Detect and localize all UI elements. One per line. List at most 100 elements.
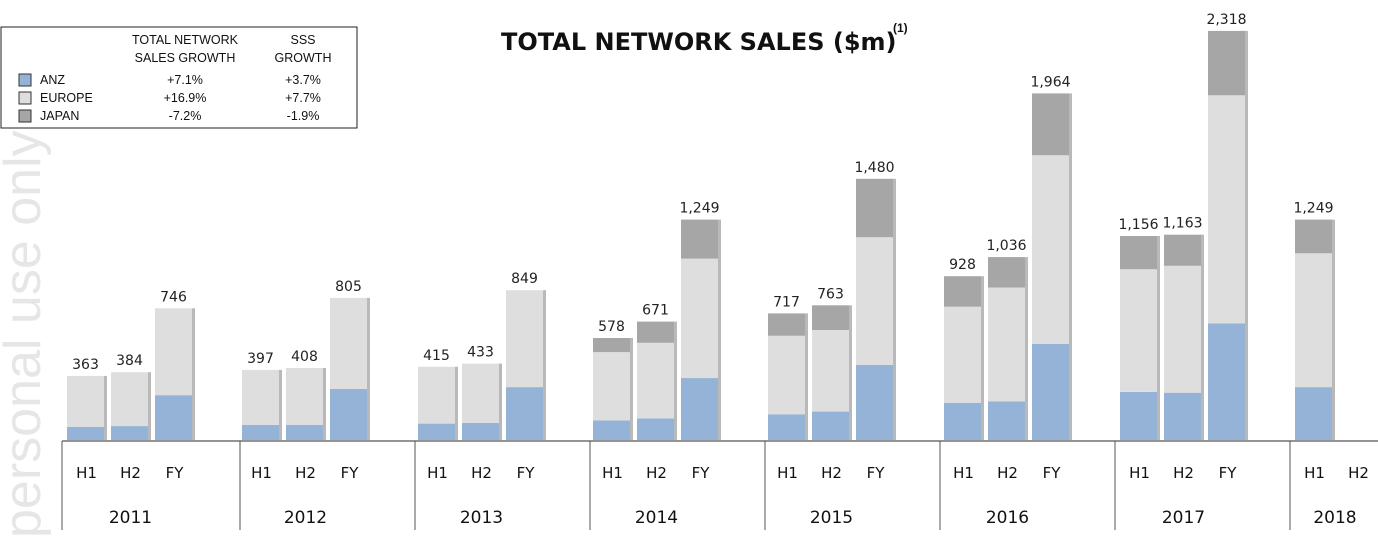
bar-shadow bbox=[104, 375, 107, 440]
bar-segment-europe bbox=[637, 342, 674, 419]
bar-shadow bbox=[981, 276, 984, 440]
data-label: 384 bbox=[116, 353, 143, 369]
x-tick-label: H1 bbox=[1304, 464, 1325, 482]
bar-segment-europe bbox=[944, 306, 981, 403]
bar-shadow bbox=[323, 368, 326, 440]
bar-shadow bbox=[1332, 219, 1335, 440]
bar-2012-h2: 408 bbox=[286, 349, 326, 440]
legend-sss-europe: +7.7% bbox=[285, 91, 321, 105]
data-label: 363 bbox=[72, 357, 99, 373]
bar-segment-europe bbox=[155, 308, 192, 396]
data-label: 578 bbox=[598, 319, 625, 335]
bar-shadow bbox=[1245, 30, 1248, 441]
x-tick-label: H2 bbox=[295, 464, 316, 482]
bar-shadow bbox=[367, 297, 370, 440]
bar-segment-anz bbox=[506, 387, 543, 440]
bar-segment-anz bbox=[242, 424, 279, 440]
data-label: 2,318 bbox=[1206, 12, 1246, 28]
bar-2011-h1: 363 bbox=[67, 357, 107, 440]
x-tick-label: FY bbox=[1043, 464, 1062, 482]
bar-2016-h2: 1,036 bbox=[986, 238, 1028, 440]
bar-2017-h2: 1,163 bbox=[1162, 216, 1204, 440]
bar-shadow bbox=[893, 178, 896, 441]
bar-shadow bbox=[148, 372, 151, 440]
bars-layer: 363 384 746 397 408 805 415 433 849 578 671 1,249 71… bbox=[67, 12, 1335, 441]
bar-segment-anz bbox=[462, 422, 499, 440]
legend-table: TOTAL NETWORK SALES GROWTH SSS GROWTH ANZ +7.… bbox=[0, 26, 358, 129]
legend-growth-anz: +7.1% bbox=[167, 73, 203, 87]
bar-segment-anz bbox=[1295, 387, 1332, 440]
x-tick-label: H1 bbox=[76, 464, 97, 482]
data-label: 1,964 bbox=[1030, 74, 1070, 90]
legend-swatch-europe bbox=[18, 91, 32, 105]
year-label: 2018 bbox=[1313, 508, 1356, 528]
data-label: 717 bbox=[773, 294, 800, 310]
bar-shadow bbox=[455, 366, 458, 440]
year-label: 2016 bbox=[986, 508, 1029, 528]
x-tick-label: FY bbox=[692, 464, 711, 482]
bar-segment-europe bbox=[506, 290, 543, 388]
bar-segment-europe bbox=[67, 375, 104, 427]
bar-segment-japan bbox=[681, 219, 718, 259]
bar-segment-europe bbox=[812, 330, 849, 412]
bar-segment-europe bbox=[330, 297, 367, 389]
data-label: 1,163 bbox=[1162, 216, 1202, 232]
bar-2011-h2: 384 bbox=[111, 353, 151, 440]
bar-segment-anz bbox=[418, 423, 455, 440]
year-label: 2013 bbox=[460, 508, 503, 528]
bar-segment-japan bbox=[1120, 236, 1157, 270]
bar-segment-japan bbox=[1208, 30, 1245, 96]
year-label: 2012 bbox=[284, 508, 327, 528]
bar-2014-h1: 578 bbox=[593, 319, 633, 440]
data-label: 1,480 bbox=[854, 160, 894, 176]
bar-2015-h1: 717 bbox=[768, 294, 808, 440]
bar-shadow bbox=[192, 308, 195, 440]
bar-segment-europe bbox=[242, 369, 279, 425]
chart-title-footnote: (1) bbox=[893, 21, 908, 35]
bar-shadow bbox=[499, 363, 502, 440]
bar-segment-anz bbox=[1120, 392, 1157, 440]
data-label: 397 bbox=[247, 351, 274, 367]
legend-header-growth: TOTAL NETWORK bbox=[132, 33, 239, 47]
bar-segment-anz bbox=[944, 402, 981, 440]
bar-shadow bbox=[279, 369, 282, 440]
bar-2016-h1: 928 bbox=[944, 257, 984, 440]
bar-segment-europe bbox=[1032, 155, 1069, 344]
bar-segment-anz bbox=[681, 378, 718, 440]
bar-2013-fy: 849 bbox=[506, 271, 546, 440]
x-tick-label: H2 bbox=[1348, 464, 1369, 482]
legend-sss-japan: -1.9% bbox=[287, 109, 320, 123]
bar-segment-anz bbox=[1164, 392, 1201, 440]
data-label: 1,156 bbox=[1118, 217, 1158, 233]
legend-header-sss: SSS bbox=[290, 33, 315, 47]
bar-shadow bbox=[543, 290, 546, 440]
bar-segment-japan bbox=[988, 257, 1025, 288]
bar-segment-europe bbox=[988, 287, 1025, 402]
x-tick-label: FY bbox=[166, 464, 185, 482]
bar-segment-anz bbox=[856, 364, 893, 440]
data-label: 415 bbox=[423, 348, 450, 364]
x-tick-label: H2 bbox=[821, 464, 842, 482]
data-label: 763 bbox=[817, 286, 844, 302]
bar-segment-europe bbox=[593, 352, 630, 421]
x-tick-label: FY bbox=[517, 464, 536, 482]
x-tick-label: H1 bbox=[251, 464, 272, 482]
bar-segment-japan bbox=[1032, 93, 1069, 156]
bar-segment-anz bbox=[637, 418, 674, 440]
bar-2015-fy: 1,480 bbox=[854, 160, 896, 441]
bar-2016-fy: 1,964 bbox=[1030, 74, 1072, 441]
bar-segment-europe bbox=[1208, 95, 1245, 324]
data-label: 805 bbox=[335, 279, 362, 295]
year-label: 2014 bbox=[635, 508, 678, 528]
data-label: 671 bbox=[642, 303, 669, 319]
bar-2014-h2: 671 bbox=[637, 303, 677, 440]
legend-header-sss: GROWTH bbox=[275, 51, 332, 65]
chart-title-text: TOTAL NETWORK SALES ($m) bbox=[501, 28, 897, 56]
legend-name-europe: EUROPE bbox=[40, 91, 93, 105]
x-tick-label: H1 bbox=[602, 464, 623, 482]
bar-segment-europe bbox=[418, 366, 455, 424]
legend-growth-japan: -7.2% bbox=[169, 109, 202, 123]
bar-segment-anz bbox=[593, 420, 630, 440]
watermark-text: personal use only bbox=[0, 130, 52, 538]
bar-segment-anz bbox=[812, 411, 849, 440]
